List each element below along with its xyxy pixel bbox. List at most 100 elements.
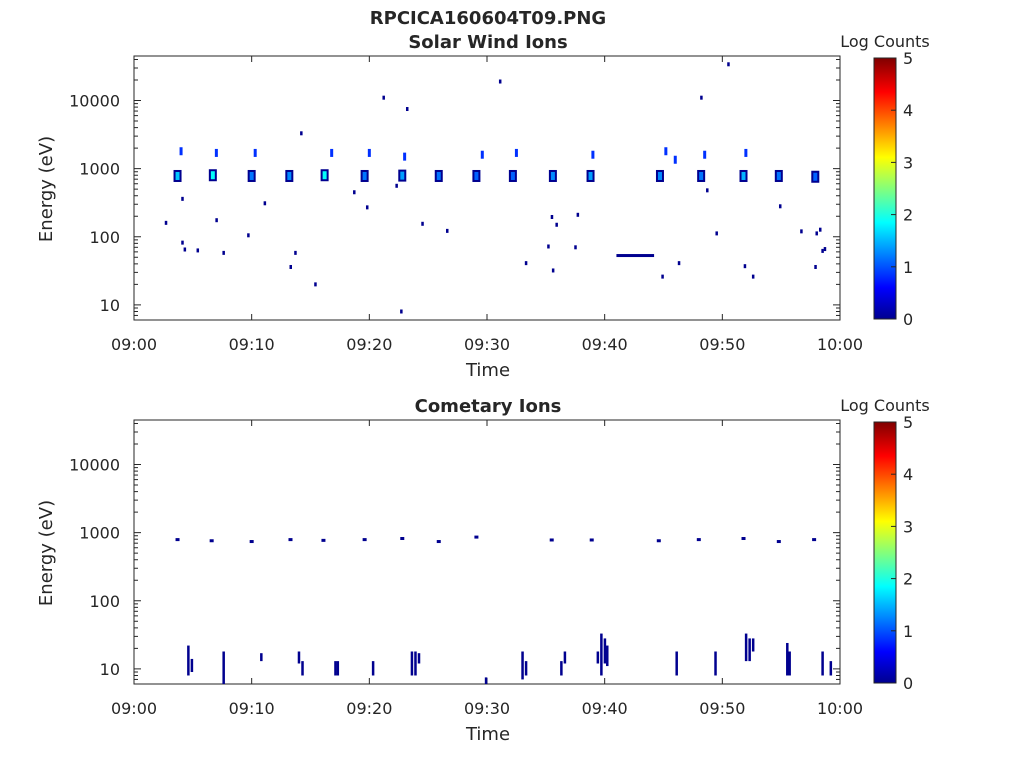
data-point <box>574 245 577 250</box>
data-point <box>179 147 183 156</box>
data-streak <box>410 651 414 676</box>
data-streak <box>603 638 607 664</box>
data-point <box>815 231 818 236</box>
data-point <box>247 233 250 238</box>
data-streak <box>788 651 791 676</box>
data-point <box>365 205 369 210</box>
data-cluster-core <box>741 171 746 180</box>
data-marks <box>164 62 827 314</box>
data-point <box>715 231 718 236</box>
colorbar <box>873 421 897 684</box>
data-cluster-core <box>813 172 818 181</box>
x-tick-label: 09:40 <box>582 335 628 354</box>
data-point <box>706 188 709 193</box>
data-streak <box>334 661 337 676</box>
y-axis: 10 100 1000 10000 <box>69 58 840 321</box>
data-point <box>249 540 254 544</box>
data-point <box>353 190 356 195</box>
data-cluster-core <box>362 171 367 180</box>
data-streak <box>484 677 488 684</box>
plot-area <box>133 419 841 685</box>
x-tick-label: 09:50 <box>699 699 745 718</box>
data-cluster-core <box>588 171 593 180</box>
data-point <box>549 538 554 542</box>
data-point <box>741 537 746 541</box>
data-point <box>550 214 554 219</box>
data-streak <box>260 653 263 662</box>
data-point <box>405 107 409 112</box>
data-point <box>253 148 257 157</box>
colorbar-tick-label: 1 <box>903 622 913 641</box>
y-tick-label: 1000 <box>79 524 120 543</box>
solar-wind-panel: Solar Wind Ions 09:00 09:10 09:20 09:30 09:4… <box>36 32 930 381</box>
data-point <box>480 150 484 159</box>
data-point <box>445 228 449 233</box>
data-streak <box>751 638 755 652</box>
colorbar-ticks: 0 1 2 3 4 5 <box>891 413 913 693</box>
data-cluster-core <box>322 171 327 180</box>
colorbar-label: Log Counts <box>840 32 930 51</box>
data-point <box>288 538 293 542</box>
data-streak <box>524 661 528 676</box>
data-point <box>591 150 595 159</box>
data-point <box>436 540 441 544</box>
data-point <box>474 535 479 539</box>
data-cluster-core <box>510 171 515 180</box>
x-tick-label: 09:00 <box>111 699 157 718</box>
y-tick-label: 10000 <box>69 456 120 475</box>
data-point <box>181 196 184 201</box>
x-tick-label: 09:30 <box>464 335 510 354</box>
data-streak <box>744 633 748 662</box>
data-point <box>514 148 518 157</box>
x-tick-label: 10:00 <box>817 699 863 718</box>
colorbar-tick-label: 3 <box>903 153 913 172</box>
data-cluster-core <box>287 171 292 180</box>
data-point <box>656 539 661 543</box>
data-streak <box>336 661 340 676</box>
colorbar-tick-label: 4 <box>903 465 913 484</box>
data-point <box>744 148 748 157</box>
data-streak <box>748 638 751 662</box>
data-point <box>214 148 218 157</box>
x-tick-label: 09:20 <box>346 335 392 354</box>
data-point <box>700 95 703 100</box>
data-point <box>524 261 528 266</box>
data-cluster-core <box>776 171 781 180</box>
plot-area <box>133 55 841 321</box>
data-streak <box>371 661 375 676</box>
data-streak <box>563 651 567 664</box>
colorbar-tick-label: 4 <box>903 101 913 120</box>
data-point <box>183 247 187 252</box>
data-streak <box>301 661 304 676</box>
data-point <box>589 538 594 542</box>
data-point <box>175 538 180 542</box>
data-point <box>751 274 755 279</box>
colorbar-label: Log Counts <box>840 396 930 415</box>
data-point <box>727 62 730 67</box>
data-point <box>823 247 827 252</box>
data-point <box>330 148 334 157</box>
data-point <box>576 212 580 217</box>
data-bar <box>616 254 655 258</box>
data-point <box>314 282 317 287</box>
data-point <box>800 229 803 234</box>
data-point <box>400 537 405 541</box>
data-point <box>778 204 782 209</box>
data-point <box>403 152 407 161</box>
data-streak <box>222 651 225 684</box>
data-point <box>400 309 403 314</box>
data-point <box>673 155 677 164</box>
y-axis: 10 100 1000 10000 <box>69 422 840 685</box>
x-axis: 09:00 09:10 09:20 09:30 09:40 09:50 10:00 <box>111 56 863 354</box>
x-tick-label: 09:40 <box>582 699 628 718</box>
data-cluster-core <box>550 171 555 180</box>
data-point <box>321 538 326 542</box>
data-point <box>814 264 817 269</box>
data-point <box>362 538 367 542</box>
data-point <box>367 148 371 157</box>
colorbar-tick-label: 2 <box>903 570 913 589</box>
data-cluster-core <box>210 171 215 180</box>
data-point <box>551 268 555 273</box>
data-point <box>555 222 558 227</box>
